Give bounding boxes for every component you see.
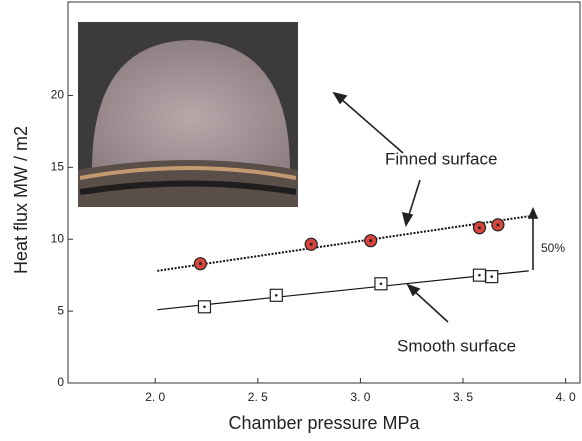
annotation: 50% [541, 241, 565, 255]
x-tick-label: 4. 0 [556, 390, 576, 404]
point-dot [203, 305, 206, 309]
y-tick-label: 10 [51, 231, 65, 245]
y-axis-label: Heat flux MW / m2 [11, 126, 31, 274]
x-axis-label: Chamber pressure MPa [228, 413, 420, 433]
y-tick-label: 15 [51, 160, 65, 174]
trend-line [157, 215, 529, 272]
point-dot [496, 223, 500, 227]
y-tick-label: 0 [57, 375, 64, 389]
point-dot [198, 262, 202, 266]
point-dot [478, 273, 481, 277]
smooth-label: Smooth surface [397, 336, 516, 355]
arrows [332, 91, 539, 323]
y-tick-label: 5 [57, 303, 64, 317]
point-dot [477, 226, 481, 230]
y-tick-label: 20 [51, 88, 65, 102]
x-tick-label: 3. 0 [350, 390, 370, 404]
x-tick-label: 3. 5 [453, 390, 473, 404]
plot-frame [67, 1, 581, 384]
finned-label: Finned surface [385, 149, 497, 168]
point-dot [490, 275, 494, 278]
point-dot [379, 282, 383, 286]
point-dot [369, 239, 373, 243]
trend-line [157, 270, 529, 311]
x-tick-label: 2. 0 [145, 390, 165, 404]
point-dot [309, 242, 313, 246]
x-tick-label: 2. 5 [248, 390, 268, 404]
point-dot [274, 293, 278, 297]
photo-inset [78, 22, 298, 207]
